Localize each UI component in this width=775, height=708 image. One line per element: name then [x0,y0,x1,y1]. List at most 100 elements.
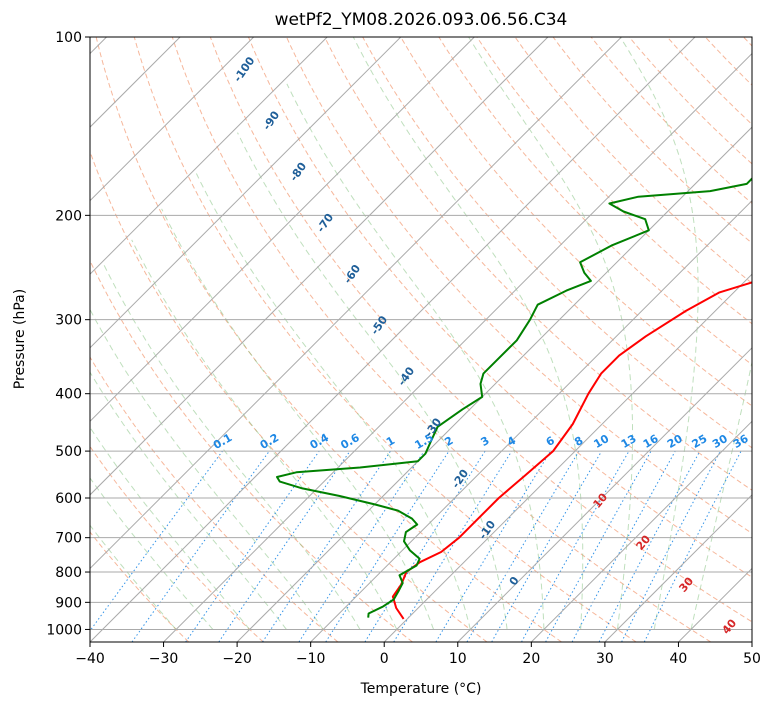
x-tick-label: −20 [222,651,252,667]
moist-adiabat-label: 40 [719,616,739,636]
mixing-ratio-line [298,450,425,642]
moist-adiabat-line [468,37,633,630]
dry-adiabat-line [90,259,413,642]
mixing-ratio-line [571,450,676,642]
dry-adiabat-label: -80 [287,160,309,184]
isotherm-line [90,37,549,496]
isotherm-line [457,347,752,642]
mixing-ratio-line [262,450,391,642]
dry-adiabat-line [362,37,752,449]
mixing-ratio-line [598,450,701,642]
mixing-ratio-line [185,450,320,642]
moist-adiabat-line [90,477,214,630]
isotherm-line [90,37,255,202]
y-tick-label: 600 [55,491,82,507]
isotherm-line [236,126,752,642]
moist-adiabat-line [352,37,584,630]
dry-adiabat-line [171,37,712,642]
moist-adiabat-line [161,208,435,630]
dry-adiabat-line [438,37,752,366]
dry-adiabat-line [133,37,637,642]
y-tick-label: 200 [55,208,82,224]
dry-adiabat-line [514,37,752,284]
dry-adiabat-line [476,37,752,325]
mixing-ratio-line [393,450,513,642]
dry-adiabat-line [90,150,488,642]
mixing-ratio-label: 3 [478,434,491,449]
dry-adiabat-line [286,37,752,534]
moist-adiabat-line [690,360,752,630]
moist-adiabat-line [90,426,251,630]
y-tick-label: 300 [55,313,82,329]
mixing-ratio-line [325,450,450,642]
y-tick-label: 700 [55,531,82,547]
dry-adiabat-line [552,37,752,244]
y-tick-label: 100 [55,30,82,46]
y-tick-label: 1000 [46,622,82,638]
plot-frame [89,36,753,643]
x-tick-label: −40 [75,651,105,667]
mixing-ratio-line [90,450,223,632]
isotherm-line [604,494,752,642]
dry-adiabat-line [90,356,339,642]
mixing-ratio-label: 30 [710,432,730,451]
mixing-ratio-label: 16 [641,432,661,451]
dry-adiabat-line [590,37,752,205]
temperature-profile-line [391,281,752,620]
dry-adiabat-label: -90 [260,109,282,133]
mixing-ratio-label: 0.1 [211,431,234,452]
isotherm-line [90,37,696,642]
dry-adiabat-line [247,37,752,578]
dry-adiabat-label: -20 [449,467,471,491]
x-tick-label: −30 [149,651,179,667]
y-tick-label: 800 [55,565,82,581]
isotherm-line [751,641,752,642]
moist-adiabat-line [619,37,699,630]
mixing-ratio-label: 10 [592,432,612,451]
y-tick-label: 400 [55,387,82,403]
dry-adiabat-label: -40 [395,364,417,388]
mixing-ratio-label: 8 [572,434,585,449]
dewpoint-profile-line [276,177,752,618]
isotherm-line [530,420,752,642]
moist-adiabat-label: 30 [676,574,696,594]
x-tick-label: 50 [743,651,761,667]
x-tick-label: 40 [670,651,688,667]
mixing-ratio-line [218,450,351,642]
moist-adiabat-line [90,524,177,630]
isotherm-line [383,273,752,642]
dry-adiabat-line [743,37,752,47]
y-tick-label: 900 [55,595,82,611]
dry-adiabat-label: -60 [341,262,363,286]
dry-adiabat-line [95,37,562,642]
moist-adiabat-label: 20 [633,532,653,552]
y-tick-label: 500 [55,444,82,460]
isotherm-line [90,37,328,275]
moist-adiabat-label: 10 [590,490,610,510]
mixing-ratio-line [643,450,742,642]
moist-adiabat-line [102,262,361,630]
dry-adiabat-label: 0 [507,574,522,588]
moist-adiabat-line [90,371,287,630]
dry-adiabat-line [704,37,752,86]
mixing-ratio-label: 2 [442,434,455,449]
isotherm-line [678,567,752,642]
isotherm-line [310,199,752,642]
x-tick-label: −10 [296,651,326,667]
isotherm-line [90,37,402,349]
dry-adiabat-label: -70 [314,211,336,235]
x-tick-label: 30 [596,651,614,667]
isotherm-line [90,37,475,423]
mixing-ratio-line [545,450,652,642]
mixing-ratio-line [131,450,270,642]
dry-adiabat-line [209,37,752,623]
dry-adiabat-line [90,531,190,642]
mixing-ratio-label: 13 [619,432,639,451]
mixing-ratio-label: 0.4 [308,431,332,452]
dry-adiabat-line [666,37,752,126]
mixing-ratio-line [521,450,630,642]
dry-adiabat-label: -100 [231,54,258,84]
moist-adiabat-line [286,83,545,630]
moist-adiabat-line [237,132,508,630]
